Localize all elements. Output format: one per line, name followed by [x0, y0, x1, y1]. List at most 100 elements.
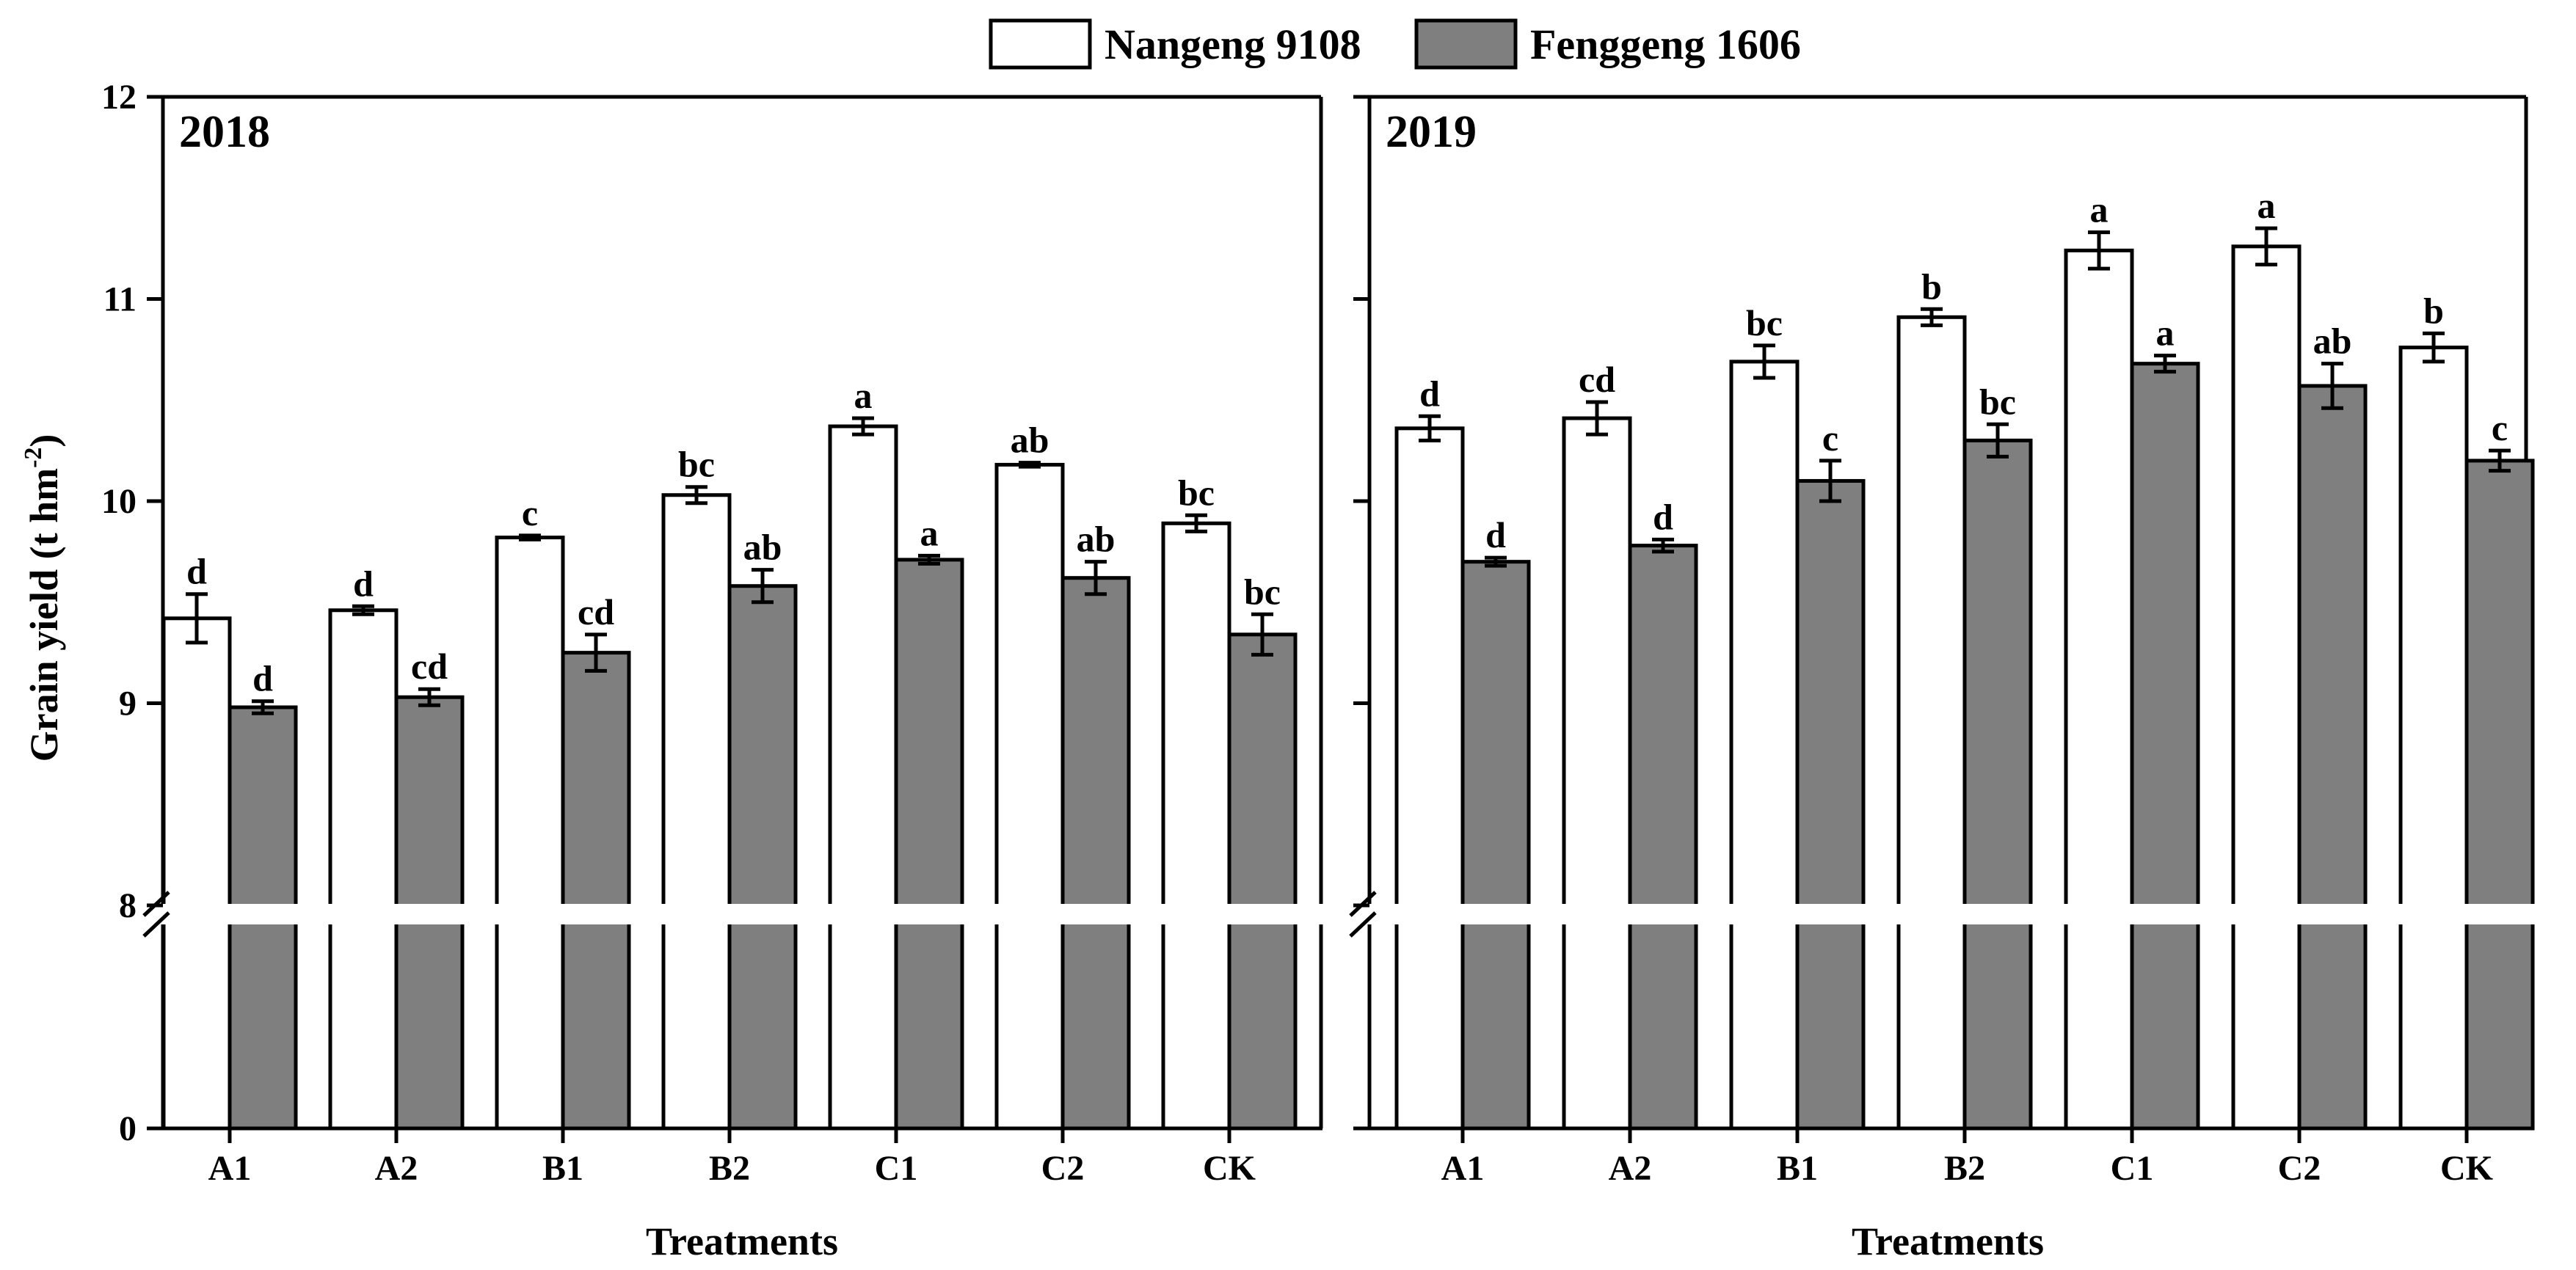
significance-letter: d	[353, 563, 374, 604]
significance-letter: a	[2156, 313, 2175, 354]
bar-nangeng-ck	[1161, 521, 1231, 1131]
x-tick-label: A1	[1441, 1149, 1485, 1188]
significance-letter: ab	[1011, 420, 1049, 461]
bar-fenggeng-ck	[1227, 632, 1298, 1131]
error-bar	[2489, 448, 2511, 473]
error-bar	[918, 553, 940, 566]
bar-nangeng-c2	[994, 462, 1065, 1131]
significance-letter: a	[2257, 185, 2276, 226]
panel-title: 2018	[179, 107, 270, 157]
panel-2018: 0 8 9 10 11 12 A1 A2 B1 B2 C1 C2 CK d d d cd c cd bc ab a a ab a…	[101, 78, 1323, 1263]
x-tick-label: C2	[1041, 1149, 1085, 1188]
x-tick-label: B1	[542, 1149, 583, 1188]
error-bar	[1586, 400, 1608, 437]
bar-fenggeng-ck	[2464, 459, 2535, 1131]
error-bar	[2088, 230, 2110, 271]
significance-letter: a	[920, 512, 939, 553]
significance-letter: bc	[1244, 571, 1281, 612]
significance-letter: c	[2492, 407, 2508, 448]
significance-letter: d	[1419, 373, 1440, 414]
bar-fenggeng-b1	[1795, 478, 1866, 1131]
significance-letter: d	[1485, 514, 1506, 555]
y-tick-label: 9	[119, 685, 137, 723]
bar-nangeng-c2	[2231, 244, 2302, 1131]
significance-letter: a	[2090, 189, 2109, 230]
significance-letter: b	[2423, 290, 2444, 331]
error-bar	[1485, 555, 1507, 568]
significance-letter: bc	[1746, 302, 1783, 343]
bar-fenggeng-b2	[727, 584, 798, 1131]
x-tick-label: B2	[709, 1149, 750, 1188]
error-bar	[685, 485, 707, 506]
bar-fenggeng-a2	[1628, 544, 1698, 1131]
bar-nangeng-c1	[828, 424, 898, 1131]
error-bar	[1921, 307, 1943, 327]
bar-nangeng-a1	[1394, 426, 1465, 1131]
error-bar	[1019, 461, 1041, 469]
x-axis-title: Treatments	[1852, 1219, 2044, 1263]
panel-2019: A1 A2 B1 B2 C1 C2 CKddcddbccbbcaaaabbc2019Trea…	[1349, 95, 2535, 1263]
significance-letter: bc	[678, 444, 715, 485]
plot-area	[161, 97, 1323, 1131]
axis-break-mark	[1349, 891, 1377, 938]
error-bar	[585, 632, 607, 673]
significance-letter: d	[186, 551, 207, 592]
y-tick-label: 10	[101, 482, 137, 521]
bar-nangeng-ck	[2398, 346, 2469, 1131]
x-tick-label: C1	[875, 1149, 918, 1188]
bar-nangeng-a2	[1562, 416, 1632, 1131]
x-axis-title: Treatments	[646, 1219, 838, 1263]
bar-nangeng-a2	[328, 608, 399, 1131]
y-tick-label: 11	[103, 280, 137, 319]
legend-label-nangeng: Nangeng 9108	[1105, 21, 1361, 68]
significance-letter: ab	[743, 527, 782, 568]
significance-letter: cd	[1579, 359, 1615, 400]
error-bar	[352, 604, 374, 616]
y-tick-label: 0	[119, 1109, 137, 1148]
y-tick-label: 8	[119, 886, 137, 925]
panel-title: 2019	[1386, 107, 1477, 157]
bar-fenggeng-c2	[1060, 576, 1131, 1131]
legend-swatch-fenggeng	[1414, 18, 1518, 70]
x-tick-label: A2	[1609, 1149, 1652, 1188]
x-tick-label: A2	[375, 1149, 418, 1188]
bar-nangeng-a1	[161, 616, 232, 1131]
bar-fenggeng-a1	[228, 705, 298, 1131]
error-bar	[1753, 343, 1775, 380]
error-bar	[1987, 422, 2009, 459]
error-bar	[752, 568, 774, 605]
error-bar	[418, 687, 440, 707]
bar-nangeng-b1	[495, 536, 565, 1131]
x-tick-label: CK	[2440, 1149, 2493, 1188]
error-bar	[1819, 459, 1841, 503]
y-axis-title: Grain yield (t hm-2)	[20, 434, 66, 762]
significance-letter: bc	[1178, 472, 1215, 513]
error-bar	[2154, 354, 2176, 374]
axis-break-mark	[142, 891, 170, 938]
x-tick-label: CK	[1203, 1149, 1256, 1188]
x-tick-label: A1	[208, 1149, 252, 1188]
bar-fenggeng-a2	[394, 695, 465, 1131]
bar-fenggeng-c1	[2130, 362, 2200, 1131]
error-bar	[519, 533, 541, 541]
y-tick-label: 12	[101, 78, 137, 117]
bar-fenggeng-b2	[1962, 438, 2033, 1131]
bar-nangeng-b2	[1896, 315, 1967, 1131]
error-bar	[2321, 362, 2343, 410]
legend: Nangeng 9108 Fenggeng 1606	[989, 18, 1801, 70]
significance-letter: d	[252, 658, 273, 699]
significance-letter: a	[854, 375, 873, 416]
significance-letter: bc	[1979, 381, 2016, 422]
significance-letter: c	[1822, 417, 1838, 459]
significance-letter: cd	[411, 646, 448, 687]
error-bar	[2255, 226, 2277, 267]
error-bar	[252, 699, 274, 715]
significance-letter: c	[522, 492, 538, 533]
significance-letter: d	[1653, 496, 1673, 537]
legend-label-fenggeng: Fenggeng 1606	[1530, 21, 1801, 68]
significance-letter: cd	[578, 591, 614, 632]
error-bar	[1251, 612, 1273, 657]
bar-nangeng-b1	[1729, 360, 1800, 1131]
bar-fenggeng-c1	[894, 558, 964, 1131]
